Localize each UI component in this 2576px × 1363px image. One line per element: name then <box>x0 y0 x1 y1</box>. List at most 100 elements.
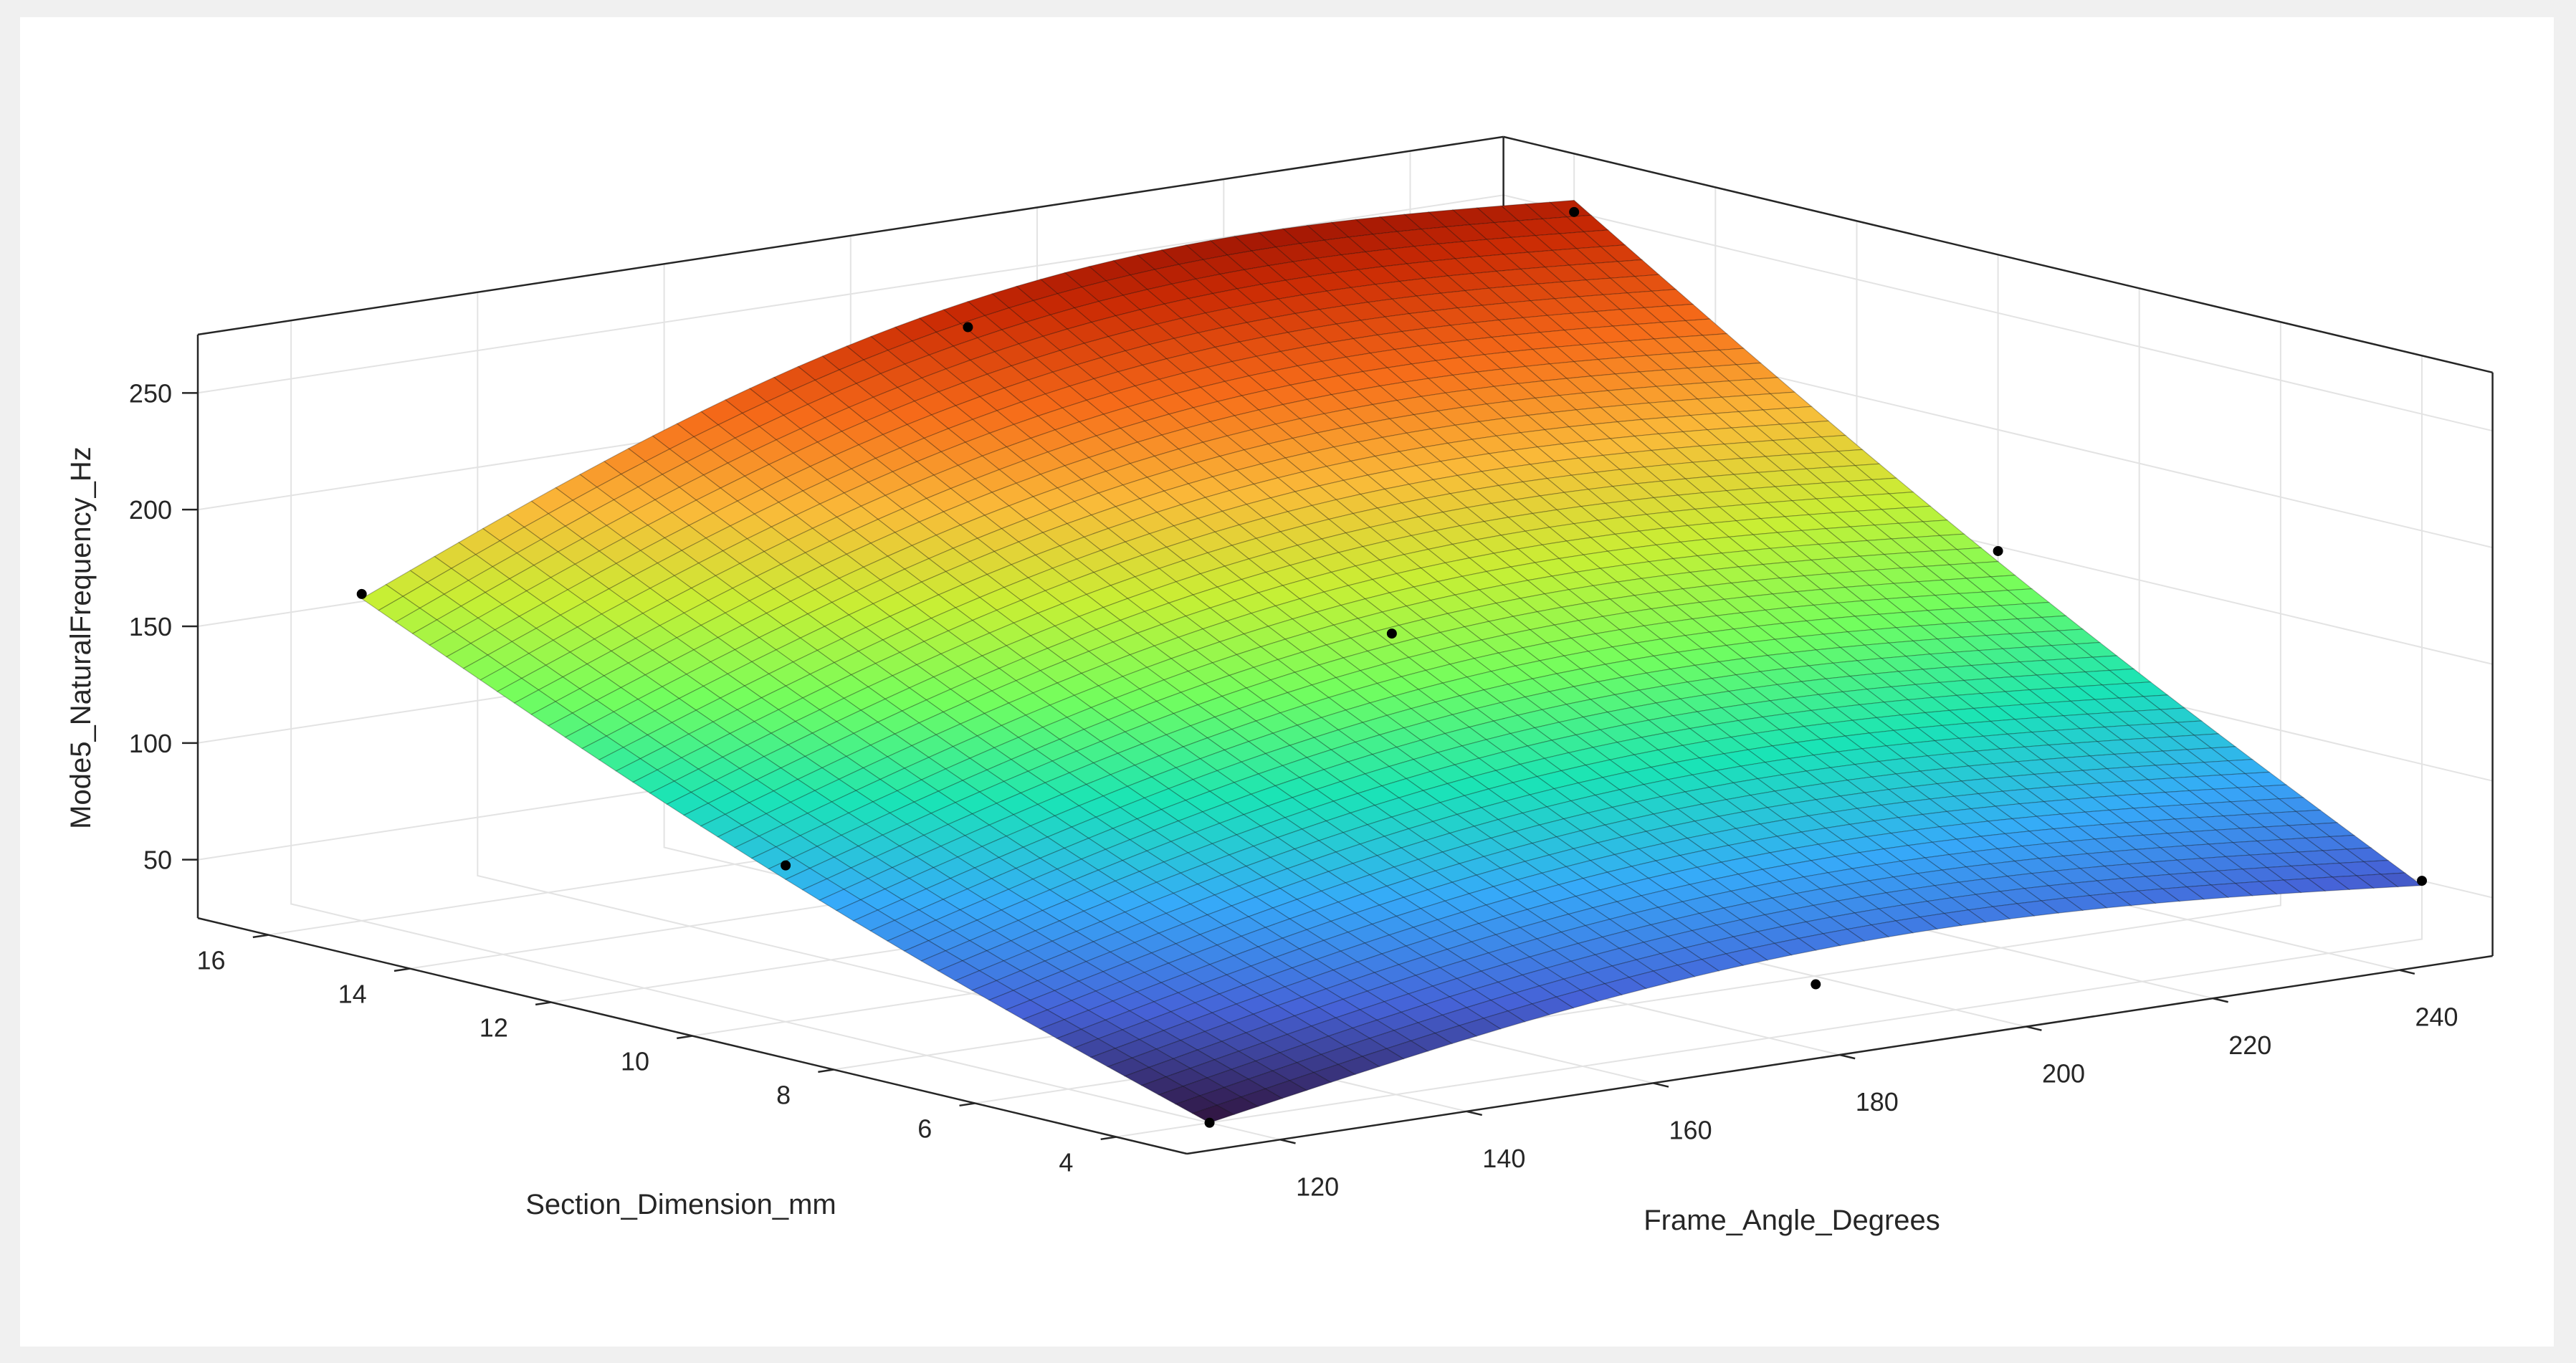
data-point[interactable] <box>2417 876 2428 886</box>
surface-patch <box>1015 857 1059 880</box>
surface-patch <box>760 477 804 503</box>
data-point[interactable] <box>1569 206 1580 217</box>
surface-patch <box>1168 594 1211 617</box>
surface-patch <box>1454 589 1497 609</box>
surface-patch <box>1509 397 1553 416</box>
surface-patch <box>855 373 899 398</box>
surface-patch <box>991 482 1034 507</box>
surface-patch <box>1203 1022 1247 1042</box>
surface-patch <box>1211 654 1255 676</box>
surface-patch <box>1425 493 1469 513</box>
surface-patch <box>1155 1040 1199 1060</box>
surface-patch <box>738 756 782 780</box>
surface-patch <box>1412 919 1456 939</box>
surface-patch <box>1419 732 1464 753</box>
surface-patch <box>821 345 865 370</box>
surface-patch <box>467 566 511 593</box>
surface-patch <box>967 293 1011 317</box>
surface-patch <box>1436 406 1481 426</box>
box-edge <box>197 135 1504 336</box>
surface-patch <box>908 676 952 701</box>
surface-patch <box>1107 330 1151 352</box>
surface-patch <box>1907 841 1951 859</box>
surface-patch <box>1471 435 1514 454</box>
z-tick-label: 250 <box>129 378 172 408</box>
surface-patch <box>1226 250 1270 271</box>
surface-patch <box>1252 837 1296 859</box>
data-point[interactable] <box>1204 1117 1215 1128</box>
y-tick-label: 6 <box>917 1114 932 1144</box>
surface-patch <box>2328 834 2372 850</box>
data-point[interactable] <box>356 588 367 599</box>
surface-patch <box>1136 623 1180 646</box>
surface-patch <box>2159 845 2203 861</box>
surface-patch <box>1531 346 1575 365</box>
surface-patch <box>1727 840 1771 859</box>
surface-patch <box>1201 620 1245 643</box>
surface-patch <box>970 980 1015 1001</box>
data-point[interactable] <box>1993 545 2003 556</box>
surface-patch <box>1148 713 1192 735</box>
surface-patch <box>1431 645 1476 665</box>
surface-patch <box>2243 771 2288 787</box>
surface-patch <box>1264 384 1309 406</box>
surface-patch <box>1282 757 1325 778</box>
surface-patch <box>1092 563 1136 586</box>
surface-patch <box>1873 817 1917 834</box>
surface-patch <box>1184 964 1228 985</box>
surface-patch <box>2321 848 2365 864</box>
surface-patch <box>1034 545 1078 569</box>
surface-patch <box>1034 738 1078 762</box>
surface-patch <box>1764 757 1808 775</box>
data-point[interactable] <box>1811 979 1821 990</box>
surface-patch <box>1085 392 1129 415</box>
surface-patch <box>2248 853 2293 869</box>
surface-patch <box>1241 389 1284 411</box>
surface-patch <box>1145 658 1189 681</box>
data-point[interactable] <box>963 322 973 333</box>
surface-patch <box>1230 896 1274 917</box>
surface-patch <box>1528 950 1573 969</box>
surface-patch <box>552 626 596 653</box>
surface-patch <box>918 309 962 333</box>
surface-patch <box>930 405 974 429</box>
surface-patch <box>1163 483 1206 505</box>
surface-patch <box>1072 1038 1117 1058</box>
surface-patch <box>1054 805 1097 828</box>
surface-patch <box>920 570 964 596</box>
y-tick-mark <box>677 1035 693 1040</box>
surface-patch <box>1378 381 1423 401</box>
surface-patch <box>799 417 843 443</box>
data-point[interactable] <box>1386 628 1397 639</box>
surface-patch <box>1476 535 1520 554</box>
surface-patch <box>1044 386 1088 408</box>
x-tick-label: 200 <box>2042 1059 2085 1089</box>
x-tick-label: 240 <box>2415 1003 2458 1032</box>
surface-patch <box>896 779 940 803</box>
surface-patch <box>913 391 957 416</box>
surface-patch <box>1919 623 1963 640</box>
surface-patch <box>1059 343 1102 365</box>
surface-patch <box>904 354 948 379</box>
surface-patch <box>1552 782 1597 802</box>
surface-patch <box>1065 890 1110 912</box>
surface-patch <box>1325 812 1369 833</box>
surface-patch <box>1243 265 1287 285</box>
surface-patch <box>840 823 884 847</box>
data-point[interactable] <box>781 860 791 871</box>
surface-patch <box>1967 906 2011 923</box>
surface-patch <box>1158 372 1202 394</box>
surface-patch <box>581 525 625 552</box>
surface-patch <box>1114 1038 1158 1058</box>
surface-patch <box>1279 525 1323 546</box>
surface-patch <box>1044 580 1088 605</box>
surface-patch <box>1371 231 1416 250</box>
surface-patch <box>1110 385 1153 408</box>
surface-patch <box>962 373 1006 398</box>
y-tick-mark <box>535 1001 552 1006</box>
surface-patch <box>1148 338 1192 360</box>
surface-patch <box>1039 847 1082 870</box>
surface-patch <box>1432 307 1476 326</box>
surface-patch <box>545 651 588 678</box>
